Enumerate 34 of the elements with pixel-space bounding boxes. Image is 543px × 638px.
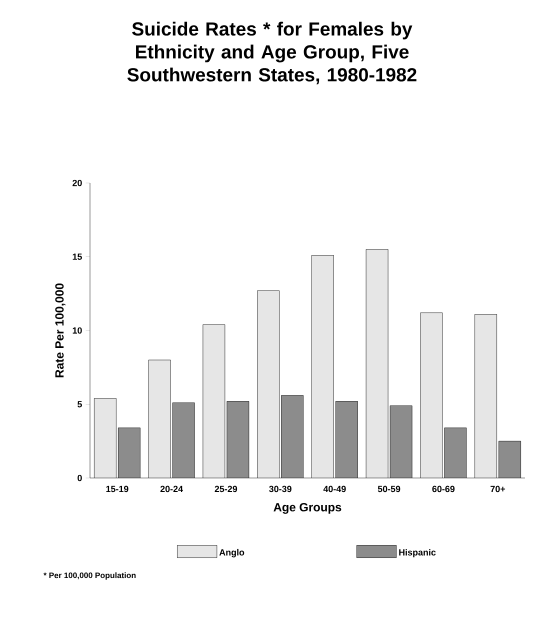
bar bbox=[226, 401, 249, 478]
y-tick-label: 5 bbox=[78, 401, 82, 408]
x-tick-label: 20-24 bbox=[160, 486, 183, 492]
y-tick-label: 0 bbox=[78, 474, 82, 482]
x-tick-label: 25-29 bbox=[214, 486, 238, 492]
bar bbox=[474, 314, 498, 478]
bar bbox=[148, 360, 171, 478]
bar bbox=[257, 290, 280, 478]
bar bbox=[366, 249, 388, 478]
y-axis-title: Rate Per 100,000 bbox=[55, 283, 66, 378]
bar bbox=[312, 255, 334, 478]
y-tick-label: 20 bbox=[72, 180, 82, 186]
x-tick-label: 30-39 bbox=[269, 486, 292, 492]
bar bbox=[94, 398, 116, 478]
bar bbox=[336, 401, 358, 478]
bar bbox=[444, 428, 466, 478]
bar bbox=[498, 440, 522, 478]
y-tick-label: 10 bbox=[72, 327, 82, 334]
x-tick-label: 50-59 bbox=[378, 486, 400, 492]
bar bbox=[202, 324, 225, 478]
bar bbox=[118, 428, 140, 478]
x-axis-title: Age Groups bbox=[274, 502, 342, 514]
legend-label: Hispanic bbox=[399, 548, 436, 558]
bar bbox=[281, 395, 304, 478]
x-tick-label: 40-49 bbox=[323, 486, 346, 492]
bar bbox=[172, 402, 195, 478]
bar bbox=[390, 406, 412, 478]
x-tick-label: 15-19 bbox=[106, 486, 128, 492]
x-tick-label: 60-69 bbox=[432, 486, 455, 492]
y-tick-label: 15 bbox=[72, 254, 82, 260]
x-tick-label: 70+ bbox=[490, 486, 506, 492]
bar bbox=[420, 312, 442, 478]
legend-label: Anglo bbox=[219, 548, 244, 558]
chart-title: Suicide Rates * for Females by Ethnicity and Age Group, Five Southwestern States, 1980-1982 bbox=[127, 22, 416, 84]
